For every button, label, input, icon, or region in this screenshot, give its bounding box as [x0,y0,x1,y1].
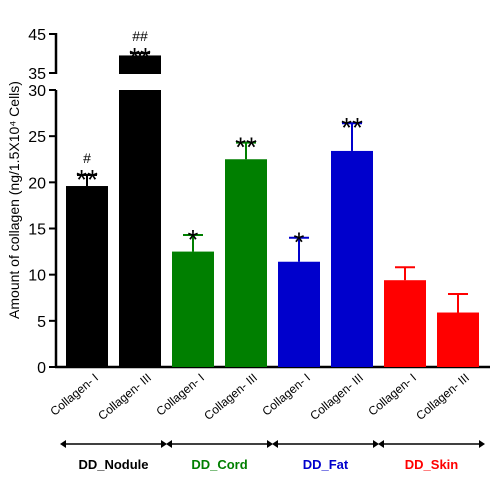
category-label: Collagen- I [47,371,100,419]
error-bars [77,52,468,313]
y-tick-label: 10 [28,268,46,285]
y-tick-label: 30 [28,83,46,100]
bar-upper-segment [119,55,161,74]
y-tick-label: 35 [28,66,46,83]
significance-marker: ** [76,164,98,195]
group-label: DD_Skin [405,457,459,472]
category-label: Collagen- III [413,371,472,423]
y-tick-label: 5 [37,314,46,331]
significance-marker: ** [341,112,363,143]
bar [225,159,267,367]
significance-marker-secondary: ## [132,28,148,44]
category-label: Collagen- I [259,371,312,419]
group-label: DD_Fat [303,457,349,472]
significance-marker: ** [129,42,151,73]
y-tick-label: 0 [37,360,46,377]
group-bracket-arrow-left [272,440,278,448]
group-bracket-arrow-left [378,440,384,448]
group-bracket-arrow-right [161,440,167,448]
y-tick-label: 15 [28,222,46,239]
y-tick-label: 25 [28,129,46,146]
group-label: DD_Nodule [78,457,148,472]
significance-markers: **#**##****** [76,28,363,258]
bar [278,261,320,367]
category-label: Collagen- III [201,371,260,423]
bar-lower-segment [119,90,161,367]
significance-marker: ** [235,132,257,163]
group-bracket-arrow-right [479,440,485,448]
group-bracket-arrow-left [166,440,172,448]
category-label: Collagen- III [95,371,154,423]
bar [66,186,108,367]
y-axis-label: Amount of collagen (ng/1.5X10⁴ Cells) [6,81,22,319]
bar [172,251,214,367]
group-bracket-arrow-left [60,440,66,448]
significance-marker-secondary: # [83,150,91,166]
category-label: Collagen- I [153,371,206,419]
bar [384,280,426,367]
category-label: Collagen- III [307,371,366,423]
group-label: DD_Cord [191,457,247,472]
significance-marker: * [188,224,199,255]
y-tick-label: 20 [28,175,46,192]
group-bracket-arrow-right [267,440,273,448]
bar [331,150,373,367]
group-bracket-arrow-right [373,440,379,448]
y-tick-label: 45 [28,27,46,44]
significance-marker: * [294,227,305,258]
bars [66,55,479,367]
bar [437,312,479,367]
group-brackets: DD_Nodule DD_Cord DD_Fat DD_Skin [60,440,485,472]
category-label: Collagen- I [365,371,418,419]
